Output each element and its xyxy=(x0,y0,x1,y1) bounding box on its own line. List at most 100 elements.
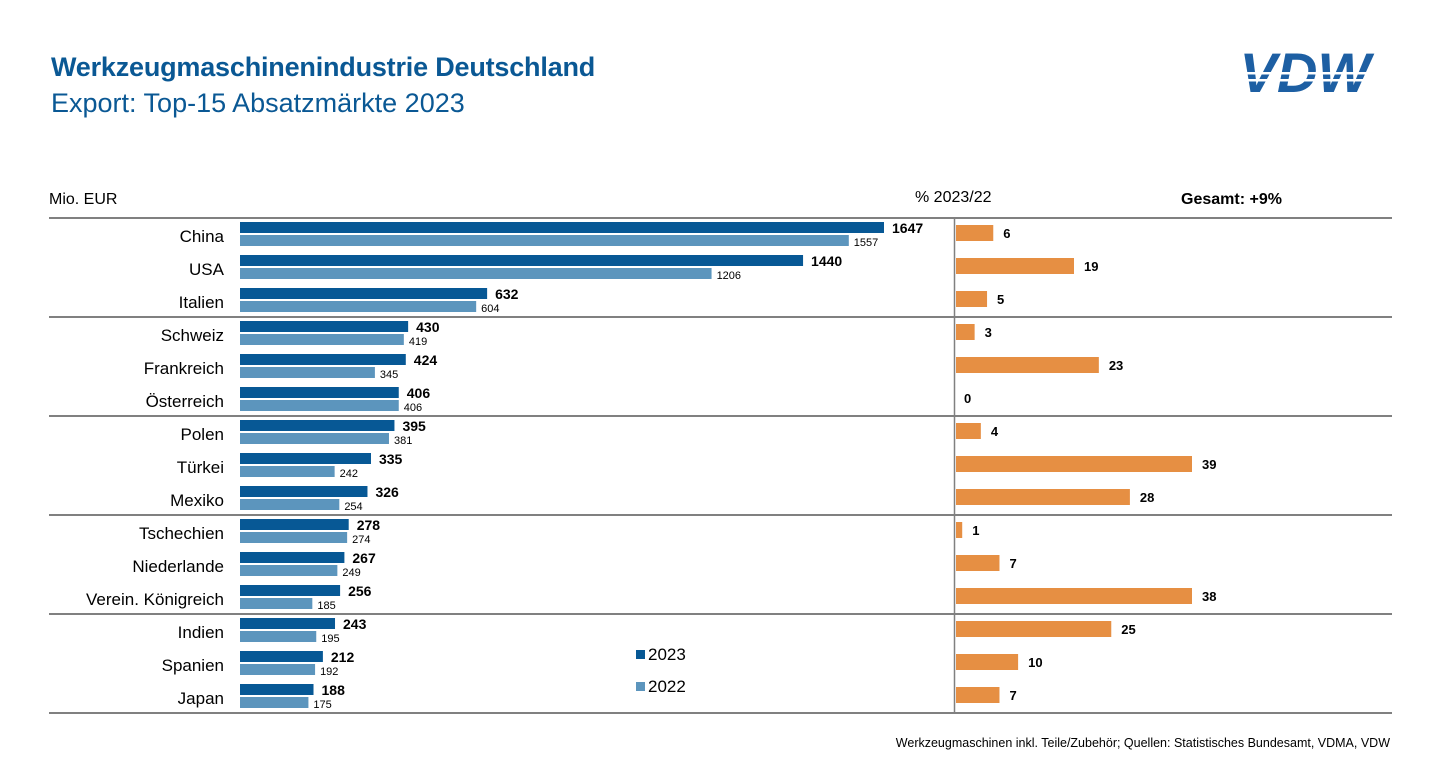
chart-title: Werkzeugmaschinenindustrie Deutschland xyxy=(51,52,596,82)
change-bar xyxy=(956,324,975,340)
value-label-2022: 345 xyxy=(380,369,398,381)
value-label-2022: 254 xyxy=(344,501,362,513)
bar-2022 xyxy=(240,499,340,510)
bar-2023 xyxy=(240,618,336,629)
bar-2023 xyxy=(240,255,804,266)
value-label-2023: 335 xyxy=(379,451,403,467)
change-bar xyxy=(956,687,1000,703)
change-bar xyxy=(956,258,1074,274)
value-label-2023: 1647 xyxy=(892,220,923,236)
category-label: Mexiko xyxy=(170,491,224,510)
bar-2022 xyxy=(240,532,348,543)
change-value-label: 1 xyxy=(972,523,979,538)
change-value-label: 38 xyxy=(1202,589,1216,604)
change-bar xyxy=(956,522,963,538)
value-label-2022: 406 xyxy=(404,402,422,414)
category-label: Tschechien xyxy=(139,524,224,543)
category-label: Indien xyxy=(178,623,224,642)
value-label-2023: 267 xyxy=(352,550,376,566)
legend-swatch-2022 xyxy=(636,682,645,691)
bar-2022 xyxy=(240,433,389,444)
value-label-2023: 395 xyxy=(402,418,426,434)
change-bar xyxy=(956,588,1192,604)
bar-2023 xyxy=(240,552,345,563)
change-panel-title: % 2023/22 xyxy=(915,189,992,206)
value-label-2022: 274 xyxy=(352,534,370,546)
change-bar xyxy=(956,621,1112,637)
change-value-label: 5 xyxy=(997,292,1004,307)
category-label: Niederlande xyxy=(132,557,224,576)
bar-2022 xyxy=(240,235,849,246)
bar-2022 xyxy=(240,598,313,609)
bar-2022 xyxy=(240,565,338,576)
change-bar xyxy=(956,291,988,307)
bar-2023 xyxy=(240,321,409,332)
value-label-2023: 632 xyxy=(495,286,519,302)
bar-2022 xyxy=(240,268,712,279)
value-label-2023: 212 xyxy=(331,649,355,665)
value-label-2022: 185 xyxy=(317,600,335,612)
bar-2023 xyxy=(240,453,371,464)
bar-2023 xyxy=(240,684,314,695)
bar-2022 xyxy=(240,400,399,411)
change-value-label: 10 xyxy=(1028,655,1042,670)
legend-item-2022: 2022 xyxy=(636,677,686,697)
value-label-2023: 430 xyxy=(416,319,440,335)
total-change-label: Gesamt: +9% xyxy=(1181,191,1282,208)
value-label-2022: 249 xyxy=(342,567,360,579)
value-label-2023: 1440 xyxy=(811,253,842,269)
change-bar xyxy=(956,225,994,241)
vdw-logo: VDW xyxy=(1216,48,1394,98)
value-label-2022: 242 xyxy=(340,468,358,480)
bar-2022 xyxy=(240,367,375,378)
category-label: Italien xyxy=(179,293,224,312)
legend-item-2023: 2023 xyxy=(636,645,686,665)
bar-2023 xyxy=(240,486,368,497)
value-label-2022: 419 xyxy=(409,336,427,348)
change-value-label: 0 xyxy=(964,391,971,406)
bar-2023 xyxy=(240,519,349,530)
change-bar xyxy=(956,456,1192,472)
unit-label: Mio. EUR xyxy=(49,191,118,208)
change-value-label: 7 xyxy=(1009,556,1016,571)
category-label: Österreich xyxy=(146,392,224,411)
logo-stripe xyxy=(1216,79,1394,82)
value-label-2022: 175 xyxy=(313,699,331,711)
change-value-label: 28 xyxy=(1140,490,1154,505)
value-label-2023: 278 xyxy=(357,517,381,533)
legend-swatch-2023 xyxy=(636,650,645,659)
bar-2022 xyxy=(240,334,404,345)
bar-2023 xyxy=(240,288,488,299)
bar-2023 xyxy=(240,387,399,398)
bar-2022 xyxy=(240,631,317,642)
chart-subtitle: Export: Top-15 Absatzmärkte 2023 xyxy=(51,88,465,118)
bar-2023 xyxy=(240,354,406,365)
bar-2023 xyxy=(240,222,884,233)
change-bar xyxy=(956,357,1099,373)
value-label-2022: 192 xyxy=(320,666,338,678)
category-label: USA xyxy=(189,260,225,279)
change-bar xyxy=(956,654,1019,670)
value-label-2022: 1206 xyxy=(717,270,741,282)
category-label: Schweiz xyxy=(161,326,224,345)
category-label: Spanien xyxy=(162,656,224,675)
logo-stripe xyxy=(1216,72,1394,75)
value-label-2022: 1557 xyxy=(854,237,878,249)
change-value-label: 23 xyxy=(1109,358,1123,373)
bar-2022 xyxy=(240,301,477,312)
source-note: Werkzeugmaschinen inkl. Teile/Zubehör; Q… xyxy=(895,736,1390,750)
change-value-label: 4 xyxy=(991,424,999,439)
value-label-2023: 326 xyxy=(375,484,399,500)
change-bar xyxy=(956,489,1130,505)
value-label-2023: 406 xyxy=(407,385,431,401)
category-label: Polen xyxy=(181,425,224,444)
value-label-2022: 604 xyxy=(481,303,499,315)
change-value-label: 25 xyxy=(1121,622,1135,637)
value-label-2022: 381 xyxy=(394,435,412,447)
bar-2022 xyxy=(240,697,309,708)
change-value-label: 3 xyxy=(985,325,992,340)
bar-2023 xyxy=(240,585,341,596)
legend-label-2023: 2023 xyxy=(648,645,686,664)
value-label-2023: 188 xyxy=(322,682,346,698)
